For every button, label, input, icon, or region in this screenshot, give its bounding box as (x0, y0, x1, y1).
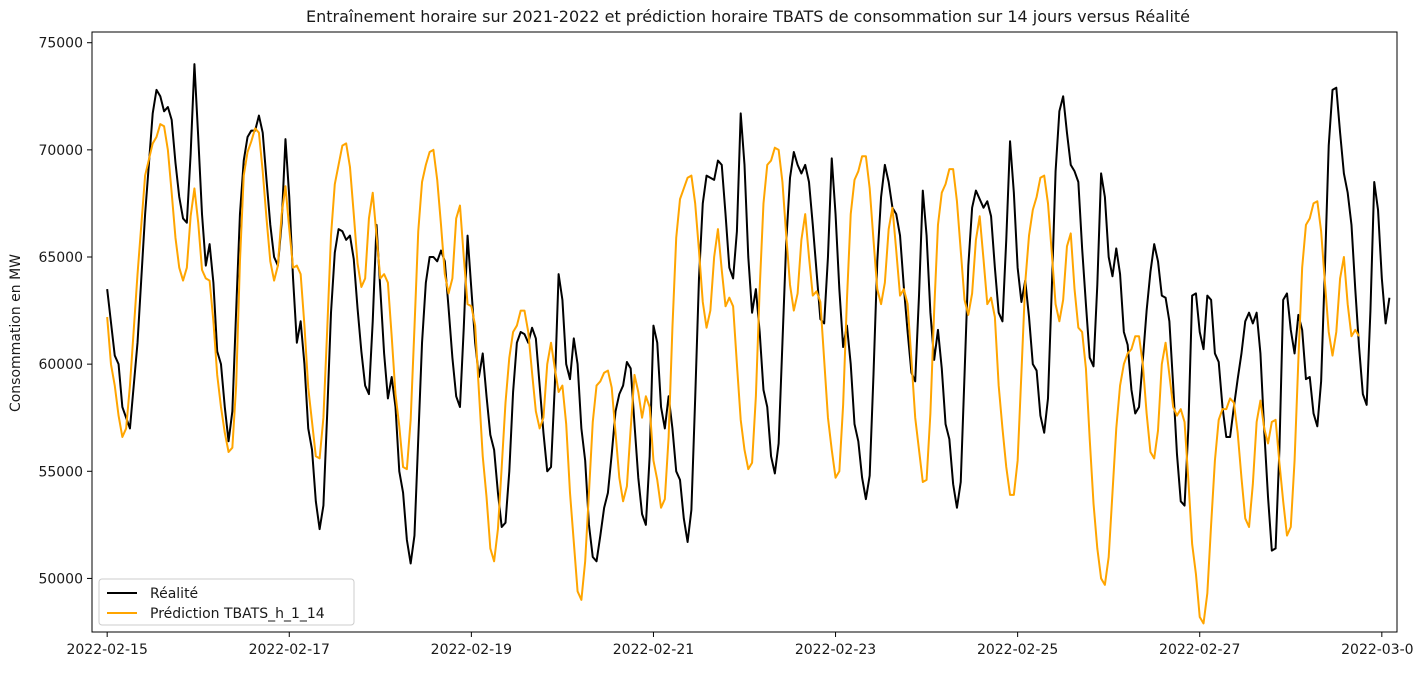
y-tick-label: 70000 (38, 143, 83, 159)
x-axis: 2022-02-15 2022-02-17 2022-02-19 2022-02-21… (66, 632, 1413, 658)
series-layer (106, 63, 1391, 625)
y-tick-label: 50000 (38, 571, 83, 587)
legend-entry-label: Réalité (150, 586, 198, 602)
series-line-1 (106, 63, 1391, 565)
chart-title: Entraînement horaire sur 2021-2022 et pr… (306, 7, 1190, 26)
y-tick-label: 65000 (38, 250, 83, 266)
x-tick-label: 2022-02-17 (249, 642, 330, 658)
x-tick-label: 2022-02-19 (431, 642, 512, 658)
x-tick-label: 2022-02-15 (66, 642, 147, 658)
y-tick-label: 75000 (38, 36, 83, 52)
x-tick-label: 2022-02-23 (795, 642, 876, 658)
y-axis-label: Consommation en MW (8, 254, 24, 412)
y-tick-label: 60000 (38, 357, 83, 373)
y-tick-label: 55000 (38, 464, 83, 480)
x-tick-label: 2022-02-27 (1159, 642, 1240, 658)
x-tick-label: 2022-02-25 (977, 642, 1058, 658)
axes-frame (91, 31, 1398, 633)
legend: Réalité Prédiction TBATS_h_1_14 (98, 578, 355, 626)
x-tick-label: 2022-02-21 (613, 642, 694, 658)
legend-entry-label: Prédiction TBATS_h_1_14 (150, 606, 325, 622)
x-tick-label: 2022-03-01 (1341, 642, 1413, 658)
legend-box (98, 578, 355, 626)
y-axis: 50000 55000 60000 65000 70000 75000 (38, 36, 92, 587)
series-line-2 (106, 123, 1360, 625)
